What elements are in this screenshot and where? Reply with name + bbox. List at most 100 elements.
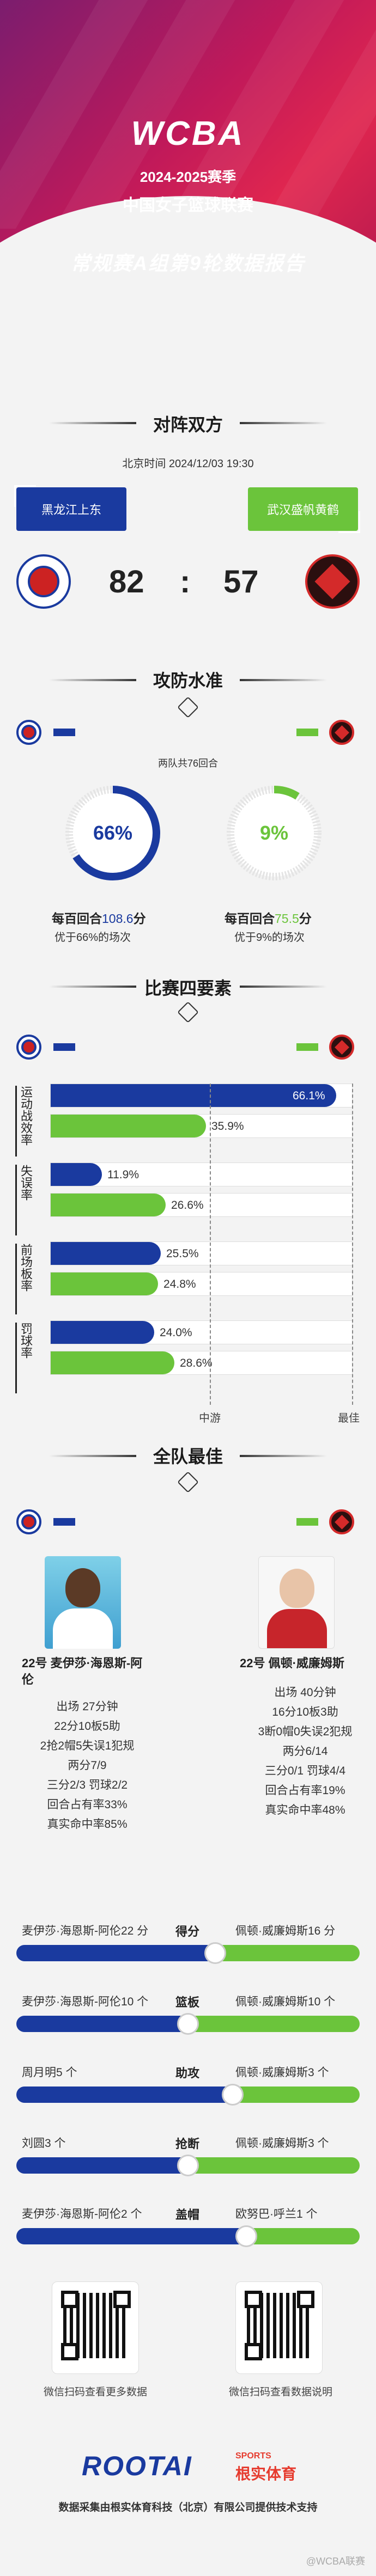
player-stat-line: 真实命中率85% (47, 1818, 128, 1831)
home-factor-bar (51, 1163, 102, 1186)
wcba-logo: WCBA (131, 115, 245, 152)
away-factor-bar (51, 1194, 166, 1216)
compare-home-bar (16, 2157, 188, 2174)
away-team-box: 武汉盛帆黄鹤 (248, 487, 360, 533)
home-factor-track: 11.9% (50, 1162, 353, 1186)
star-icon (177, 1471, 199, 1493)
compare-away-text: 欧努巴·呼兰1 个 (235, 2208, 318, 2220)
home-factor-track: 66.1% (50, 1084, 353, 1108)
home-team-name: 黑龙江上东 (41, 503, 101, 517)
compare-away-bar (246, 2228, 360, 2244)
four-factors-title: 比赛四要素 (144, 978, 232, 998)
home-team-logo (16, 554, 71, 609)
compare-home-text: 麦伊莎·海恩斯-阿伦2 个 (22, 2208, 142, 2220)
away-color-bar (296, 729, 318, 736)
section-divider (240, 1455, 327, 1457)
away-percentile: 9% (259, 822, 289, 844)
home-team-logo-small (16, 1509, 41, 1534)
section-divider (49, 1455, 136, 1457)
player-stat-line: 回合占有率19% (265, 1784, 345, 1797)
player-stat-line: 3断0帽0失误2犯规 (258, 1726, 353, 1738)
compare-bar (16, 2225, 360, 2247)
home-factor-value: 66.1% (293, 1090, 325, 1102)
compare-away-text: 佩顿·威廉姆斯16 分 (235, 1925, 336, 1937)
compare-away-bar (215, 1945, 360, 1961)
home-player-photo (45, 1556, 121, 1649)
best-title: 全队最佳 (153, 1447, 223, 1466)
home-color-bar (53, 1043, 75, 1051)
compare-away-bar (188, 2016, 360, 2032)
offense-title: 攻防水准 (153, 671, 223, 690)
report-title: 常规赛A组第9轮数据报告 (70, 252, 306, 274)
player-stat-line: 22分10板5助 (54, 1720, 120, 1733)
possessions-text: 两队共76回合 (157, 758, 219, 769)
axis-mid-label: 中游 (199, 1412, 221, 1424)
away-player-photo (258, 1556, 335, 1649)
home-better-text: 优于66%的场次 (54, 932, 131, 944)
compare-home-text: 周月明5 个 (22, 2066, 77, 2079)
compare-home-bar (16, 2016, 188, 2032)
compare-home-bar (16, 2087, 233, 2103)
away-factor-track: 24.8% (50, 1272, 353, 1296)
axis-best-label: 最佳 (338, 1412, 360, 1424)
qr-code-data-description[interactable] (235, 2281, 323, 2374)
compare-divider-knob (235, 2225, 257, 2247)
away-percentile-ring: 9% (222, 781, 326, 885)
section-divider (49, 679, 136, 681)
away-factor-track: 28.6% (50, 1351, 353, 1375)
home-factor-bar (51, 1084, 336, 1107)
away-factor-value: 24.8% (163, 1278, 196, 1290)
away-factor-track: 26.6% (50, 1193, 353, 1217)
away-factor-value: 35.9% (211, 1120, 244, 1133)
compare-divider-knob (177, 2155, 199, 2176)
factor-label: 失误率 (15, 1165, 33, 1235)
compare-away-bar (233, 2087, 360, 2103)
basketball-player-icon (177, 1001, 199, 1023)
section-divider (49, 422, 136, 424)
compare-divider-knob (222, 2084, 244, 2106)
player-stat-line: 2抢2帽5失误1犯规 (40, 1740, 135, 1752)
compare-divider-knob (204, 1942, 226, 1964)
compare-home-bar (16, 2228, 246, 2244)
away-color-bar (296, 1518, 318, 1526)
away-factor-value: 26.6% (171, 1199, 204, 1211)
away-factor-bar (51, 1115, 206, 1137)
section-divider (240, 422, 327, 424)
away-team-logo-small (329, 1509, 354, 1534)
player-stat-line: 回合占有率33% (47, 1798, 128, 1811)
compare-bar (16, 2084, 360, 2106)
qr-right-caption: 微信扫码查看数据说明 (229, 2387, 333, 2398)
compare-bar (16, 2155, 360, 2176)
home-factor-value: 11.9% (107, 1168, 139, 1181)
away-factor-bar (51, 1351, 174, 1374)
footer-note: 数据采集由根实体育科技（北京）有限公司提供技术支持 (58, 2502, 318, 2513)
compare-away-text: 佩顿·威廉姆斯10 个 (235, 1996, 336, 2008)
away-per100: 每百回合75.5分 (225, 911, 312, 926)
compare-away-text: 佩顿·威廉姆斯3 个 (235, 2137, 329, 2150)
qr-code-more-data[interactable] (52, 2281, 139, 2374)
mid-gridline (210, 1084, 211, 1405)
home-color-bar (53, 1518, 75, 1526)
player-stat-line: 出场 40分钟 (274, 1686, 336, 1699)
compare-category: 抢断 (175, 2137, 200, 2151)
away-team-name: 武汉盛帆黄鹤 (266, 503, 339, 517)
section-divider (240, 986, 327, 988)
compare-category: 得分 (175, 1925, 200, 1938)
shield-icon (177, 696, 199, 718)
player-stat-line: 两分6/14 (282, 1745, 328, 1758)
player-stat-line: 真实命中率48% (265, 1804, 345, 1816)
factor-label: 运动战效率 (15, 1086, 33, 1157)
section-divider (49, 986, 136, 988)
home-player-name: 22号 麦伊莎·海恩斯-阿伦 (22, 1656, 143, 1686)
brand-cn: 根实体育 (235, 2465, 297, 2482)
compare-category: 篮板 (175, 1996, 200, 2009)
away-per100-value: 75.5 (275, 911, 299, 926)
player-stat-line: 出场 27分钟 (56, 1700, 118, 1713)
compare-category: 盖帽 (175, 2208, 200, 2222)
home-color-bar (53, 729, 75, 736)
home-score: 82 (109, 564, 144, 599)
compare-home-text: 麦伊莎·海恩斯-阿伦10 个 (22, 1996, 149, 2008)
header-banner (0, 0, 376, 305)
compare-home-bar (16, 1945, 215, 1961)
factor-label: 前场板率 (15, 1244, 33, 1314)
